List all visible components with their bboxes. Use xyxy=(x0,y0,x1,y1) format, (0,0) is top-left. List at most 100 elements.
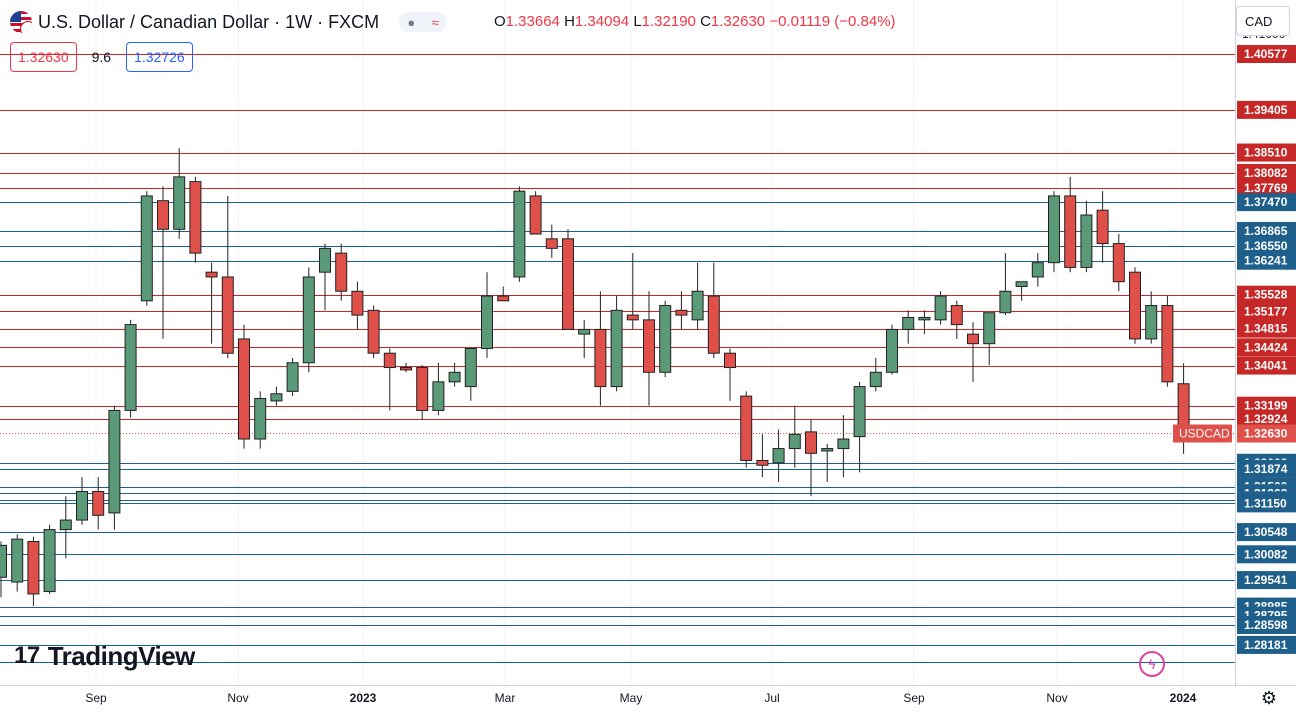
candle-body xyxy=(1112,243,1125,283)
candle-body xyxy=(335,252,348,292)
candle-body xyxy=(967,333,979,345)
gear-icon[interactable]: ⚙ xyxy=(1260,687,1278,708)
candle-25 xyxy=(400,362,412,373)
candle-body xyxy=(383,352,396,369)
level-label-6: 1.36865 xyxy=(1244,224,1288,238)
symbol-label-box xyxy=(1173,424,1232,443)
level-label-box-27 xyxy=(1237,616,1296,635)
level-label-27: 1.28598 xyxy=(1244,618,1288,632)
candle-body xyxy=(400,367,412,371)
level-label-box-12 xyxy=(1237,338,1296,357)
candle-51 xyxy=(821,443,834,482)
candle-body xyxy=(286,362,299,392)
high-label: H xyxy=(564,13,575,30)
candle-49 xyxy=(788,405,801,468)
candle-70 xyxy=(1129,267,1141,344)
candle-body xyxy=(788,433,801,450)
level-label-4: 1.37769 xyxy=(1244,181,1288,195)
candle-56 xyxy=(902,310,915,344)
candle-43 xyxy=(691,262,704,330)
candle-2 xyxy=(27,536,40,606)
visibility-toggle[interactable]: ● ≈ xyxy=(399,12,448,32)
candle-body xyxy=(319,247,331,273)
close-label: C xyxy=(700,13,711,30)
buy-button[interactable]: 1.32726 xyxy=(126,42,193,72)
symbol-title[interactable]: U.S. Dollar / Canadian Dollar · 1W · FXC… xyxy=(38,11,380,32)
candle-body xyxy=(837,438,850,450)
level-label-24: 1.29541 xyxy=(1244,573,1288,587)
grid xyxy=(95,0,1184,685)
candle-33 xyxy=(529,191,542,235)
time-tick-3: Mar xyxy=(495,691,516,705)
candle-41 xyxy=(659,300,672,378)
candle-65 xyxy=(1048,191,1060,273)
lightning-icon[interactable]: ϟ xyxy=(1139,651,1165,677)
sell-button[interactable]: 1.32630 xyxy=(10,42,77,72)
candle-52 xyxy=(837,415,850,478)
candle-34 xyxy=(545,224,558,258)
level-label-2: 1.38510 xyxy=(1244,146,1288,160)
candle-body xyxy=(950,305,963,326)
candle-23 xyxy=(367,305,380,358)
time-tick-0: Sep xyxy=(85,691,107,705)
candle-5 xyxy=(76,477,88,525)
candle-body xyxy=(432,381,445,411)
candle-1 xyxy=(11,534,24,592)
level-label-17: 1.31874 xyxy=(1244,462,1288,476)
candle-36 xyxy=(578,319,591,358)
candle-body xyxy=(659,305,672,373)
candle-60 xyxy=(967,322,979,382)
open-label: O xyxy=(494,13,506,30)
candle-body xyxy=(707,295,720,354)
candle-31 xyxy=(497,286,510,302)
candle-30 xyxy=(481,272,493,358)
candle-42 xyxy=(675,291,688,330)
candle-body xyxy=(464,347,477,388)
candle-body xyxy=(1096,209,1109,245)
candle-body xyxy=(1048,195,1060,264)
ohlc-legend: O1.33664 H1.34094 L1.32190 C1.32630 −0.0… xyxy=(494,13,896,30)
candle-72 xyxy=(1161,296,1174,387)
level-label-11: 1.34815 xyxy=(1244,322,1288,336)
candle-9 xyxy=(140,191,153,306)
candle-14 xyxy=(221,195,234,358)
candle-64 xyxy=(1031,253,1044,287)
level-label-21: 1.31150 xyxy=(1244,496,1287,510)
level-label-box-17 xyxy=(1237,459,1296,478)
candle-body xyxy=(92,490,105,516)
level-label-14: 1.33199 xyxy=(1244,399,1288,413)
candle-53 xyxy=(853,381,866,473)
level-label-box-21 xyxy=(1237,494,1296,513)
candle-61 xyxy=(983,312,996,366)
time-axis[interactable]: Sep Nov 2023 Mar May Jul Sep Nov 2024 xyxy=(85,691,1196,705)
candle-body xyxy=(27,541,40,595)
level-label-box-9 xyxy=(1237,285,1296,304)
level-label-1: 1.39405 xyxy=(1244,103,1288,117)
candle-body xyxy=(351,290,364,316)
candle-59 xyxy=(950,300,963,339)
candle-45 xyxy=(724,348,736,401)
last-price-label: 1.32630 xyxy=(1244,427,1288,441)
candle-35 xyxy=(562,229,574,330)
candle-body xyxy=(805,431,817,454)
level-label-12: 1.34424 xyxy=(1244,340,1288,354)
horizontal-levels xyxy=(0,54,1235,663)
candle-body xyxy=(691,290,704,321)
level-label-15: 1.32924 xyxy=(1244,412,1288,426)
tradingview-logo[interactable]: 17 TradingView xyxy=(14,640,195,672)
spread-value: 9.6 xyxy=(91,49,112,65)
candle-58 xyxy=(934,291,947,325)
candle-body xyxy=(270,393,283,402)
candle-body xyxy=(626,314,639,321)
price-axis[interactable]: 1.410001.405771.394051.385101.380821.377… xyxy=(1237,27,1296,654)
candle-body xyxy=(1145,305,1158,340)
time-tick-8: 2024 xyxy=(1170,691,1197,705)
currency-button[interactable]: CAD xyxy=(1236,6,1290,36)
level-label-box-11 xyxy=(1237,319,1296,338)
candle-body xyxy=(578,328,591,335)
candle-48 xyxy=(772,429,785,482)
candle-body xyxy=(1015,281,1028,287)
candle-body xyxy=(902,316,915,330)
candle-37 xyxy=(594,291,607,406)
